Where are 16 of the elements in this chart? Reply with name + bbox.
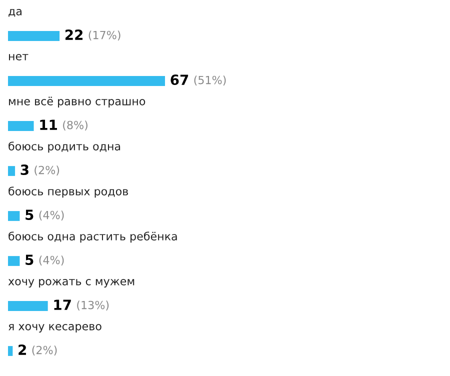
data-label: 5 (4%) <box>26 210 64 221</box>
y-tick-label: мне всё равно страшно <box>9 96 146 108</box>
data-label: 67 (51%) <box>170 74 226 86</box>
data-label: 5 (4%) <box>26 254 64 266</box>
data-label: 22 (17%) <box>65 30 120 41</box>
data-label: 2 (2%) <box>18 344 57 356</box>
y-tick-label: да <box>8 8 22 17</box>
data-label: 11 (8%) <box>40 120 88 131</box>
y-tick-label: боюсь первых родов <box>8 186 128 198</box>
y-tick-label: боюсь одна растить ребёнка <box>8 232 177 243</box>
data-label: 3 (2%) <box>20 164 60 176</box>
y-tick-label: я хочу кесарево <box>8 324 102 333</box>
y-tick-label: боюсь родить одна <box>8 142 120 153</box>
y-tick-label: нет <box>9 54 28 60</box>
y-tick-label: хочу рожать с мужем <box>8 278 134 288</box>
data-label: 17 (13%) <box>54 300 109 311</box>
